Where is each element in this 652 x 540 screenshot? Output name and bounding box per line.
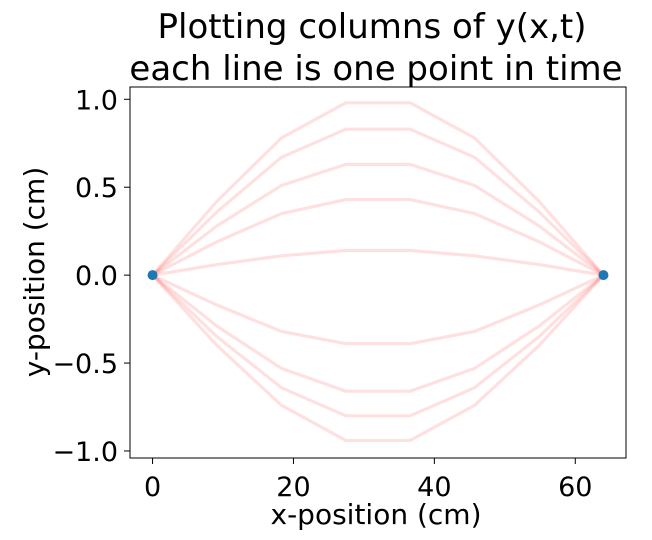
y-tick-label: −0.5 (52, 349, 118, 380)
series-line-3 (151, 162, 605, 277)
x-tick-label: 40 (417, 472, 451, 503)
series-line-9 (151, 274, 605, 443)
series-line-1 (151, 101, 605, 277)
y-tick-label: −1.0 (52, 437, 118, 468)
plot-area-frame (129, 86, 627, 459)
y-axis-ticks: −1.0 −0.5 0.0 0.5 1.0 (52, 85, 130, 468)
y-tick-label: 0.0 (75, 261, 118, 292)
endpoint-marker-2 (598, 270, 609, 281)
series-line-5 (152, 248, 604, 277)
y-tick-label: 0.5 (75, 173, 118, 204)
chart-title-line-1: Plotting columns of y(x,t) (158, 7, 587, 47)
x-tick-label: 20 (276, 472, 310, 503)
chart-title-line-2: each line is one point in time (129, 49, 622, 89)
x-axis-ticks: 0 20 40 60 (144, 458, 592, 503)
endpoint-markers (147, 270, 609, 281)
endpoint-marker-1 (147, 270, 158, 281)
x-axis-label: x-position (cm) (271, 498, 482, 531)
series-line-2 (151, 127, 605, 277)
series-line-8 (151, 273, 605, 418)
series-line-4 (151, 197, 605, 277)
y-tick-label: 1.0 (75, 85, 118, 116)
x-tick-label: 0 (144, 472, 161, 503)
x-tick-label: 60 (558, 472, 592, 503)
y-axis-label: y-position (cm) (18, 167, 51, 378)
series-line-6 (151, 273, 605, 346)
series-lines (151, 101, 605, 443)
series-line-7 (151, 273, 605, 393)
